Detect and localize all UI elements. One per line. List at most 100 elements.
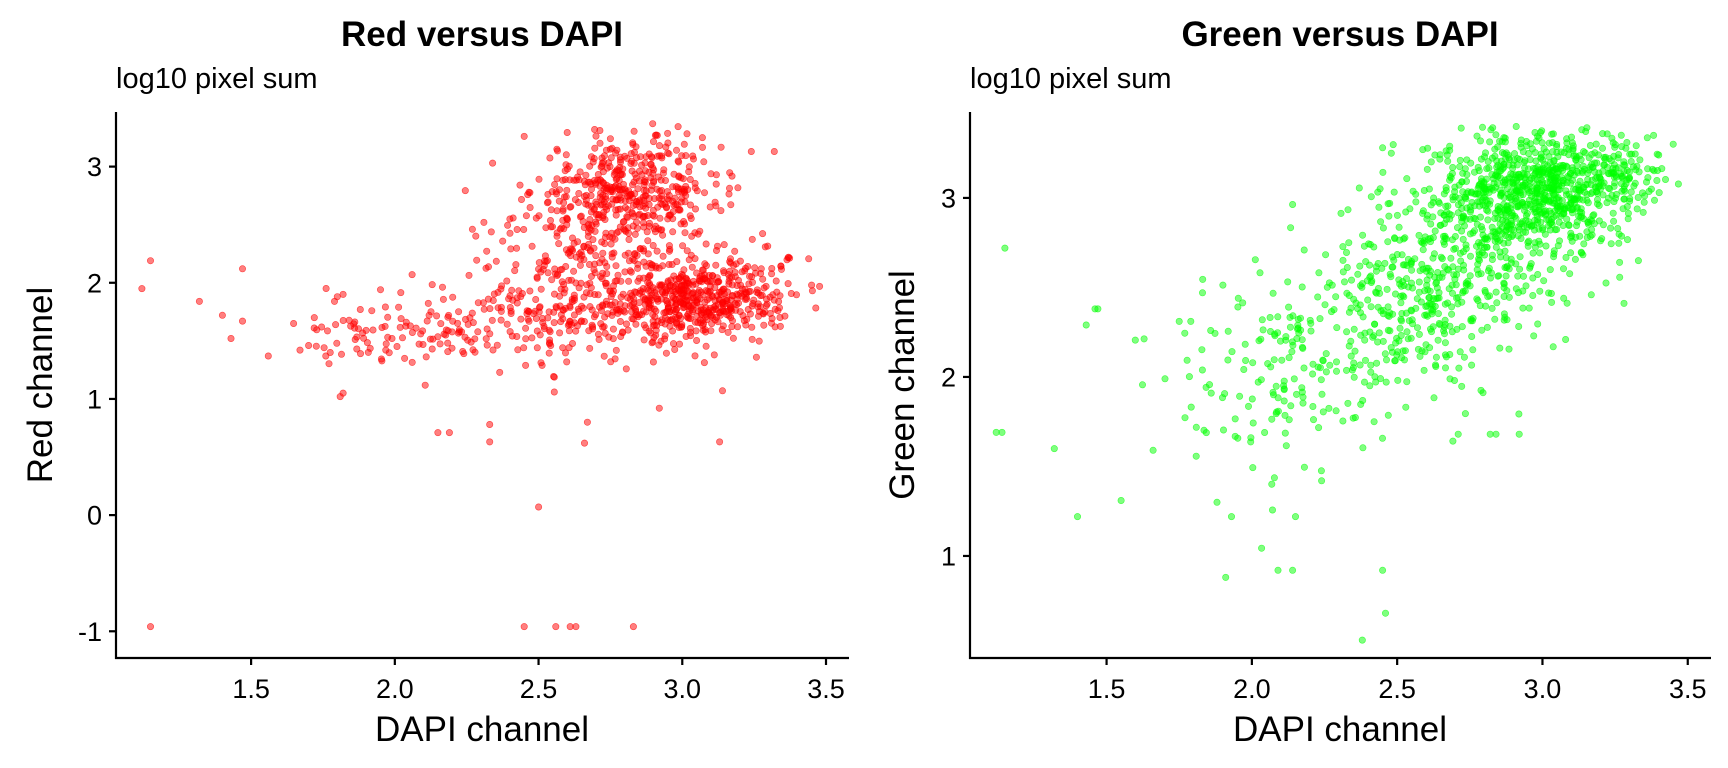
data-point xyxy=(1322,251,1330,259)
data-point xyxy=(1615,239,1623,247)
data-point xyxy=(1576,232,1584,240)
data-point xyxy=(1355,184,1363,192)
data-point xyxy=(665,192,673,200)
data-point xyxy=(1496,137,1504,145)
data-point xyxy=(616,153,624,161)
data-point xyxy=(1550,157,1558,165)
data-point xyxy=(1497,157,1505,165)
data-point xyxy=(731,299,739,307)
data-point xyxy=(1192,452,1200,460)
data-point xyxy=(612,196,620,204)
data-point xyxy=(1549,130,1557,138)
data-point xyxy=(486,420,494,428)
data-point xyxy=(675,340,683,348)
data-point xyxy=(1457,124,1465,132)
data-point xyxy=(1407,260,1415,268)
data-point xyxy=(239,265,247,273)
data-point xyxy=(484,263,492,271)
data-point xyxy=(591,227,599,235)
data-point xyxy=(546,154,554,162)
data-point xyxy=(1563,299,1571,307)
data-point xyxy=(487,228,495,236)
data-point xyxy=(590,313,598,321)
data-point xyxy=(496,368,504,376)
data-point xyxy=(1568,232,1576,240)
data-point xyxy=(1488,251,1496,259)
data-point xyxy=(1474,260,1482,268)
data-point xyxy=(1415,330,1423,338)
y-tick-label: -1 xyxy=(78,617,102,647)
data-point xyxy=(1381,259,1389,267)
data-point xyxy=(1401,234,1409,242)
data-point xyxy=(1415,278,1423,286)
data-point xyxy=(1562,335,1570,343)
data-point xyxy=(694,289,702,297)
data-point xyxy=(635,177,643,185)
data-point xyxy=(1619,205,1627,213)
data-point xyxy=(618,186,626,194)
data-point xyxy=(787,289,795,297)
data-point xyxy=(759,275,767,283)
data-point xyxy=(1422,267,1430,275)
data-point xyxy=(686,176,694,184)
data-point xyxy=(528,334,536,342)
data-point xyxy=(1636,156,1644,164)
data-point xyxy=(1425,300,1433,308)
data-point xyxy=(555,240,563,248)
data-point xyxy=(600,352,608,360)
data-point xyxy=(1471,227,1479,235)
data-point xyxy=(727,201,735,209)
y-tick-label: 3 xyxy=(87,152,102,182)
data-point xyxy=(1314,363,1322,371)
data-point xyxy=(408,271,416,279)
data-point xyxy=(1315,424,1323,432)
data-point xyxy=(610,171,618,179)
data-point xyxy=(1483,243,1491,251)
data-point xyxy=(1322,368,1330,376)
data-point xyxy=(1292,513,1300,521)
data-point xyxy=(1287,224,1295,232)
data-point xyxy=(1515,322,1523,330)
data-point xyxy=(611,235,619,243)
data-point xyxy=(1314,293,1322,301)
data-point xyxy=(599,168,607,176)
data-point xyxy=(1375,329,1383,337)
data-point xyxy=(1607,157,1615,165)
data-point xyxy=(639,213,647,221)
data-point xyxy=(1488,171,1496,179)
data-point xyxy=(614,271,622,279)
data-point xyxy=(738,268,746,276)
data-point xyxy=(1491,152,1499,160)
data-point xyxy=(1617,131,1625,139)
data-point xyxy=(659,262,667,270)
data-point xyxy=(1574,169,1582,177)
data-point xyxy=(680,218,688,226)
data-point xyxy=(1501,138,1509,146)
data-point xyxy=(1339,243,1347,251)
data-point xyxy=(1367,361,1375,369)
data-point xyxy=(1240,365,1248,373)
data-point xyxy=(1505,174,1513,182)
data-point xyxy=(579,218,587,226)
data-point xyxy=(1443,208,1451,216)
data-point xyxy=(402,318,410,326)
data-point xyxy=(701,275,709,283)
data-point xyxy=(632,143,640,151)
data-point xyxy=(686,324,694,332)
data-point xyxy=(537,285,545,293)
data-point xyxy=(1461,222,1469,230)
data-point xyxy=(339,389,347,397)
data-point xyxy=(378,323,386,331)
data-point xyxy=(1586,142,1594,150)
data-point xyxy=(1385,212,1393,220)
data-point xyxy=(625,187,633,195)
data-point xyxy=(1333,367,1341,375)
data-point xyxy=(1419,209,1427,217)
data-point xyxy=(592,220,600,228)
data-point xyxy=(1607,169,1615,177)
x-axis-ticks: 1.5 2.0 2.5 3.0 3.5 xyxy=(1088,658,1707,704)
x-axis-title: DAPI channel xyxy=(375,710,589,749)
data-point xyxy=(353,345,361,353)
data-point xyxy=(614,205,622,213)
data-point xyxy=(630,304,638,312)
